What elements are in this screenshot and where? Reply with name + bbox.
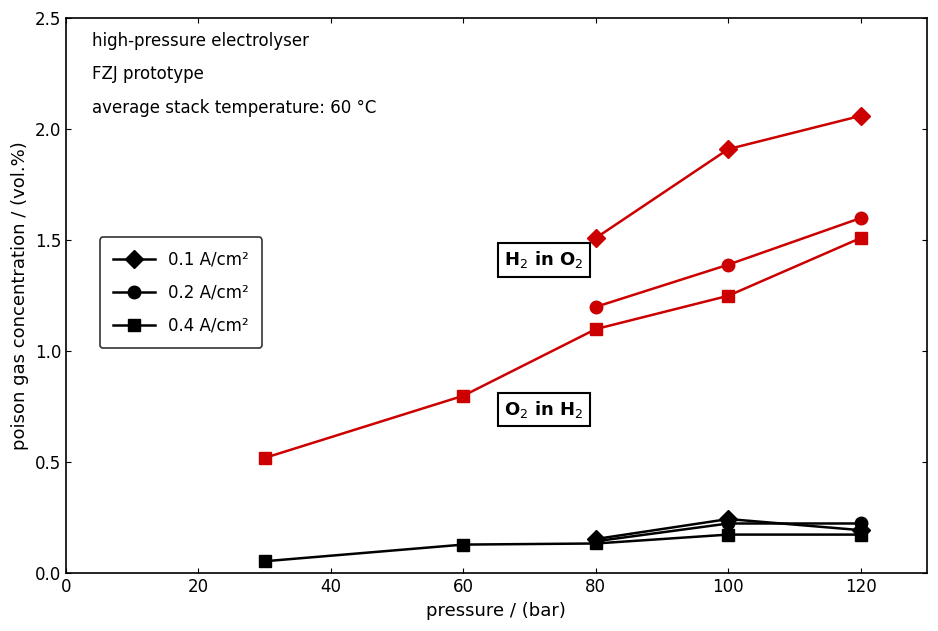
Text: FZJ prototype: FZJ prototype: [92, 66, 204, 83]
Legend: 0.1 A/cm², 0.2 A/cm², 0.4 A/cm²: 0.1 A/cm², 0.2 A/cm², 0.4 A/cm²: [100, 237, 263, 348]
Y-axis label: poison gas concentration / (vol.%): poison gas concentration / (vol.%): [11, 141, 29, 450]
Text: high-pressure electrolyser: high-pressure electrolyser: [92, 32, 309, 50]
X-axis label: pressure / (bar): pressure / (bar): [427, 602, 567, 620]
Text: average stack temperature: 60 °C: average stack temperature: 60 °C: [92, 98, 376, 117]
Text: O$_2$ in H$_2$: O$_2$ in H$_2$: [504, 399, 583, 420]
Text: H$_2$ in O$_2$: H$_2$ in O$_2$: [504, 249, 583, 270]
